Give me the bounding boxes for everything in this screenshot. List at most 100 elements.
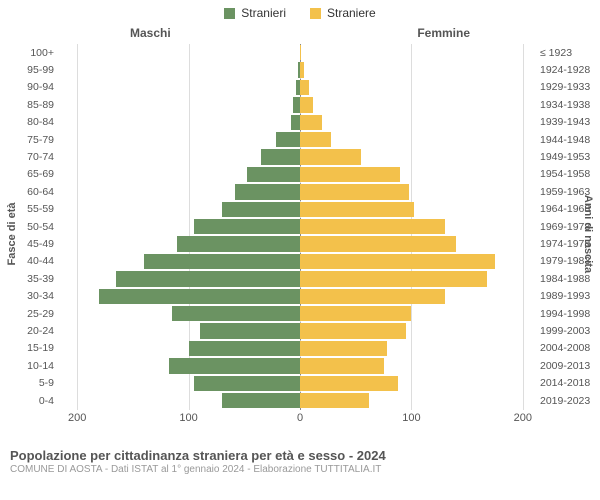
age-label: 40-44 — [6, 255, 60, 267]
legend-item-female: Straniere — [310, 6, 376, 20]
age-label: 80-84 — [6, 116, 60, 128]
bar-male — [177, 236, 300, 251]
bar-female — [300, 254, 495, 269]
birth-year-label: 1959-1963 — [534, 186, 590, 198]
bar-male — [261, 149, 300, 164]
age-label: 15-19 — [6, 342, 60, 354]
pyramid-row: 15-192004-2008 — [66, 340, 534, 357]
birth-year-label: 1994-1998 — [534, 308, 590, 320]
birth-year-label: 1964-1968 — [534, 203, 590, 215]
bar-male — [194, 376, 300, 391]
birth-year-label: 1989-1993 — [534, 290, 590, 302]
bar-female — [300, 219, 445, 234]
legend: Stranieri Straniere — [0, 0, 600, 24]
age-label: 20-24 — [6, 325, 60, 337]
column-header-male: Maschi — [130, 26, 171, 40]
bar-male — [200, 323, 300, 338]
bar-female — [300, 45, 301, 60]
birth-year-label: 2009-2013 — [534, 360, 590, 372]
bar-female — [300, 393, 369, 408]
bar-female — [300, 167, 400, 182]
bar-male — [144, 254, 300, 269]
bar-male — [116, 271, 300, 286]
bar-female — [300, 184, 409, 199]
bar-male — [222, 202, 300, 217]
bar-female — [300, 80, 309, 95]
age-label: 50-54 — [6, 221, 60, 233]
bar-male — [189, 341, 300, 356]
chart-subtitle: COMUNE DI AOSTA - Dati ISTAT al 1° genna… — [10, 464, 590, 475]
age-label: 75-79 — [6, 134, 60, 146]
x-axis-ticks: 200 100 0 100 200 — [66, 412, 534, 426]
age-label: 55-59 — [6, 203, 60, 215]
pyramid-row: 35-391984-1988 — [66, 270, 534, 287]
birth-year-label: 1984-1988 — [534, 273, 590, 285]
age-label: 45-49 — [6, 238, 60, 250]
bar-male — [235, 184, 300, 199]
pyramid-row: 50-541969-1973 — [66, 218, 534, 235]
pyramid-row: 85-891934-1938 — [66, 96, 534, 113]
birth-year-label: 1944-1948 — [534, 134, 590, 146]
bar-female — [300, 149, 361, 164]
x-tick-label: 200 — [514, 412, 532, 424]
birth-year-label: ≤ 1923 — [534, 47, 572, 59]
birth-year-label: 1954-1958 — [534, 168, 590, 180]
age-label: 60-64 — [6, 186, 60, 198]
pyramid-row: 95-991924-1928 — [66, 61, 534, 78]
birth-year-label: 1939-1943 — [534, 116, 590, 128]
birth-year-label: 1949-1953 — [534, 151, 590, 163]
pyramid-row: 55-591964-1968 — [66, 201, 534, 218]
legend-label-male: Stranieri — [241, 6, 286, 20]
bar-male — [172, 306, 300, 321]
bar-male — [222, 393, 300, 408]
birth-year-label: 2004-2008 — [534, 342, 590, 354]
age-label: 25-29 — [6, 308, 60, 320]
pyramid-row: 60-641959-1963 — [66, 183, 534, 200]
age-label: 30-34 — [6, 290, 60, 302]
x-tick-label: 100 — [179, 412, 197, 424]
bar-female — [300, 358, 384, 373]
bar-female — [300, 289, 445, 304]
bar-male — [247, 167, 300, 182]
birth-year-label: 1924-1928 — [534, 64, 590, 76]
birth-year-label: 1934-1938 — [534, 99, 590, 111]
x-tick-label: 0 — [297, 412, 303, 424]
age-label: 5-9 — [6, 377, 60, 389]
age-label: 10-14 — [6, 360, 60, 372]
pyramid-row: 5-92014-2018 — [66, 375, 534, 392]
x-tick-label: 200 — [68, 412, 86, 424]
footer: Popolazione per cittadinanza straniera p… — [0, 444, 600, 475]
pyramid-row: 40-441979-1983 — [66, 253, 534, 270]
pyramid-row: 0-42019-2023 — [66, 392, 534, 409]
pyramid-row: 100+≤ 1923 — [66, 44, 534, 61]
bar-female — [300, 202, 414, 217]
bar-female — [300, 236, 456, 251]
bar-female — [300, 323, 406, 338]
bar-male — [99, 289, 300, 304]
plot-region: 100+≤ 192395-991924-192890-941929-193385… — [66, 44, 534, 410]
legend-label-female: Straniere — [327, 6, 376, 20]
birth-year-label: 1974-1978 — [534, 238, 590, 250]
bar-female — [300, 115, 322, 130]
bar-female — [300, 62, 304, 77]
bar-male — [291, 115, 300, 130]
pyramid-row: 45-491974-1978 — [66, 235, 534, 252]
bar-female — [300, 341, 387, 356]
bar-female — [300, 306, 411, 321]
pyramid-row: 70-741949-1953 — [66, 148, 534, 165]
bar-male — [276, 132, 301, 147]
bar-male — [293, 97, 300, 112]
x-tick-label: 100 — [402, 412, 420, 424]
column-header-female: Femmine — [417, 26, 470, 40]
bar-male — [169, 358, 300, 373]
age-label: 0-4 — [6, 395, 60, 407]
age-label: 90-94 — [6, 81, 60, 93]
pyramid-row: 80-841939-1943 — [66, 114, 534, 131]
bar-male — [194, 219, 300, 234]
age-label: 85-89 — [6, 99, 60, 111]
legend-swatch-female — [310, 8, 321, 19]
birth-year-label: 1969-1973 — [534, 221, 590, 233]
birth-year-label: 2014-2018 — [534, 377, 590, 389]
pyramid-row: 90-941929-1933 — [66, 79, 534, 96]
age-label: 35-39 — [6, 273, 60, 285]
